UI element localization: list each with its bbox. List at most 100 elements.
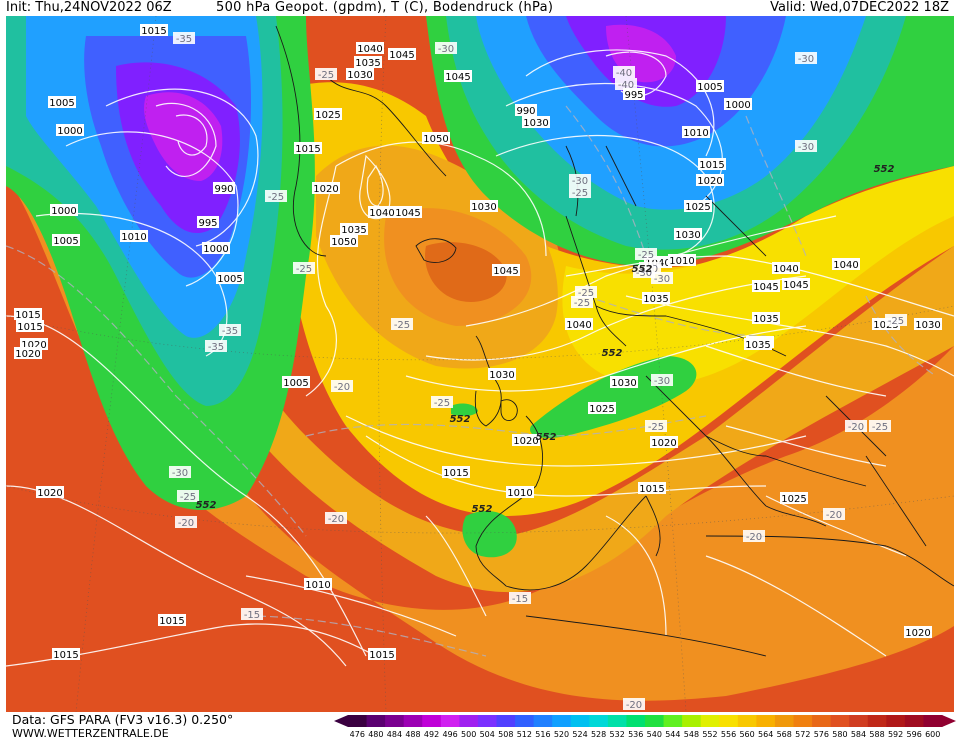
legend-value: 516 xyxy=(535,730,550,739)
temp-label-box xyxy=(823,508,845,520)
pressure-label-box xyxy=(294,142,322,154)
pressure-label-box xyxy=(684,200,712,212)
pressure-label-box xyxy=(565,318,593,330)
pressure-label: 1010 xyxy=(669,256,694,267)
temp-label: -15 xyxy=(512,594,528,605)
temp-label-box xyxy=(169,466,191,478)
temp-label: -40 xyxy=(616,68,632,79)
legend-value: 540 xyxy=(647,730,662,739)
temp-label-box xyxy=(315,68,337,80)
pressure-label-box xyxy=(216,272,244,284)
pressure-label: 1030 xyxy=(523,118,548,129)
pressure-label: 1005 xyxy=(697,82,722,93)
temp-label: -25 xyxy=(872,422,888,433)
pressure-label: 1030 xyxy=(675,230,700,241)
legend-value: 584 xyxy=(851,730,866,739)
pressure-label-box xyxy=(772,262,800,274)
pressure-label: 1040 xyxy=(833,260,858,271)
pressure-label: 1045 xyxy=(389,50,414,61)
band-496-west xyxy=(144,92,223,181)
temp-label: -30 xyxy=(636,268,652,279)
temp-label-box xyxy=(743,530,765,542)
pressure-label: 1035 xyxy=(355,58,380,69)
temp-label: -30 xyxy=(798,142,814,153)
pressure-label: 1005 xyxy=(53,236,78,247)
legend-swatch xyxy=(774,715,794,727)
temp-label-box xyxy=(651,374,673,386)
pressure-label: 1035 xyxy=(643,294,668,305)
pressure-label: 1015 xyxy=(15,310,40,321)
temp-label-box xyxy=(613,66,635,78)
pressure-label-box xyxy=(682,126,710,138)
pressure-label-box xyxy=(354,56,382,68)
temp-label: -20 xyxy=(826,510,842,521)
geopot-label: 552 xyxy=(450,414,471,425)
legend-swatch xyxy=(570,715,590,727)
temp-label: -20 xyxy=(746,532,762,543)
pressure-label-box xyxy=(744,338,772,350)
temp-label: -15 xyxy=(244,610,260,621)
pressure-label: 1015 xyxy=(295,144,320,155)
temp-label: -30 xyxy=(654,376,670,387)
temp-label-box xyxy=(435,42,457,54)
temp-label: -25 xyxy=(638,250,654,261)
pressure-label-box xyxy=(506,486,534,498)
pressure-label: 1050 xyxy=(423,134,448,145)
pressure-label-box xyxy=(832,258,860,270)
legend-swatch xyxy=(477,715,497,727)
pressure-label-box xyxy=(515,104,537,116)
temp-label: -35 xyxy=(208,342,224,353)
legend-value: 512 xyxy=(517,730,532,739)
legend-swatch xyxy=(607,715,627,727)
geopot-label: 552 xyxy=(196,500,217,511)
pressure-label: 1045 xyxy=(445,72,470,83)
pressure-label-box xyxy=(470,200,498,212)
site-url: WWW.WETTERZENTRALE.DE xyxy=(12,727,169,740)
pressure-label: 990 xyxy=(516,106,535,117)
temp-label: -20 xyxy=(178,518,194,529)
legend-value: 508 xyxy=(498,730,513,739)
pressure-label-box xyxy=(668,254,696,266)
legend-value: 568 xyxy=(777,730,792,739)
pressure-label: 1020 xyxy=(15,349,40,360)
pressure-label-box xyxy=(14,347,42,359)
legend-swatch xyxy=(700,715,720,727)
temp-label: -25 xyxy=(572,188,588,199)
geopot-label: 552 xyxy=(874,164,895,175)
pressure-label-box xyxy=(314,108,342,120)
pressure-label-box xyxy=(904,626,932,638)
pressure-label-box xyxy=(610,376,638,388)
pressure-label: 1025 xyxy=(315,110,340,121)
legend-swatch xyxy=(440,715,460,727)
pressure-label: 1020 xyxy=(21,340,46,351)
temp-label-box xyxy=(885,314,907,326)
temp-label: -25 xyxy=(268,192,284,203)
pressure-label: 1020 xyxy=(313,184,338,195)
pressure-label: 1030 xyxy=(489,370,514,381)
temp-label-box xyxy=(391,318,413,330)
pressure-label: 1000 xyxy=(203,244,228,255)
temp-label: -25 xyxy=(180,492,196,503)
legend-value: 520 xyxy=(554,730,569,739)
pressure-label: 1040 xyxy=(357,44,382,55)
legend-swatch xyxy=(459,715,479,727)
legend-swatch xyxy=(830,715,850,727)
legend-value: 580 xyxy=(832,730,847,739)
legend-swatch xyxy=(385,715,405,727)
temp-label: -30 xyxy=(798,54,814,65)
pressure-label: 1010 xyxy=(121,232,146,243)
pressure-label-box xyxy=(512,434,540,446)
pressure-label: 1020 xyxy=(651,438,676,449)
temp-label: -25 xyxy=(574,298,590,309)
temp-label: -25 xyxy=(888,316,904,327)
pressure-label-box xyxy=(356,42,384,54)
pressure-label: 1000 xyxy=(725,100,750,111)
legend-swatch xyxy=(552,715,572,727)
pressure-label-box xyxy=(394,206,422,218)
pressure-label-box xyxy=(36,486,64,498)
temp-label-box xyxy=(331,380,353,392)
temp-label: -20 xyxy=(328,514,344,525)
band-556 xyxy=(562,166,954,386)
graticule xyxy=(6,16,954,712)
